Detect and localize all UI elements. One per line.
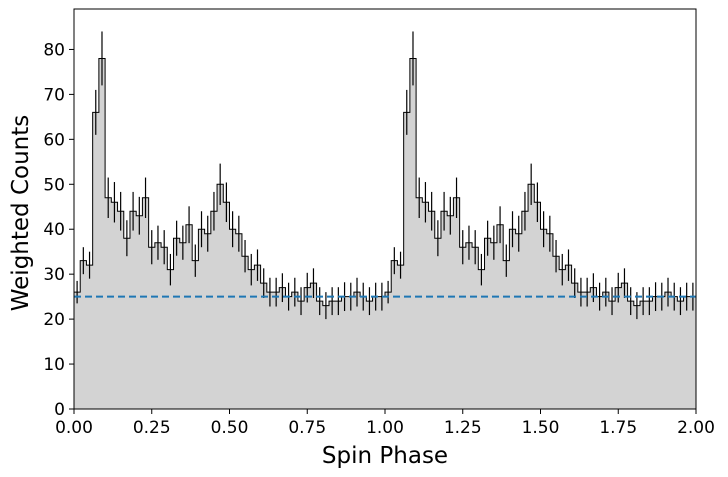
y-axis-ticks: 0 10 20 30 40 50 60 70 80 (43, 40, 74, 420)
histogram-fill (74, 58, 696, 409)
x-tick-label: 2.00 (677, 418, 715, 438)
x-tick-label: 0.50 (211, 418, 249, 438)
y-tick-label: 30 (43, 265, 65, 285)
plot-area (73, 8, 697, 410)
y-tick-label: 40 (43, 220, 65, 240)
x-tick-label: 0.25 (133, 418, 171, 438)
x-tick-label: 0.75 (288, 418, 326, 438)
x-tick-label: 1.50 (522, 418, 560, 438)
y-tick-label: 70 (43, 85, 65, 105)
x-tick-label: 1.25 (444, 418, 482, 438)
y-tick-label: 10 (43, 355, 65, 375)
y-tick-label: 20 (43, 310, 65, 330)
x-axis-ticks: 0.00 0.25 0.50 0.75 1.00 1.25 1.50 1.75 2.00 (55, 409, 715, 438)
y-tick-label: 60 (43, 130, 65, 150)
y-tick-label: 0 (54, 400, 65, 420)
y-tick-label: 80 (43, 40, 65, 60)
y-axis-title: Weighted Counts (8, 115, 34, 311)
y-tick-label: 50 (43, 175, 65, 195)
x-tick-label: 1.75 (599, 418, 637, 438)
histogram-step-line (74, 57, 696, 307)
x-axis-title: Spin Phase (322, 443, 448, 469)
x-tick-label: 0.00 (55, 418, 93, 438)
x-tick-label: 1.00 (366, 418, 404, 438)
